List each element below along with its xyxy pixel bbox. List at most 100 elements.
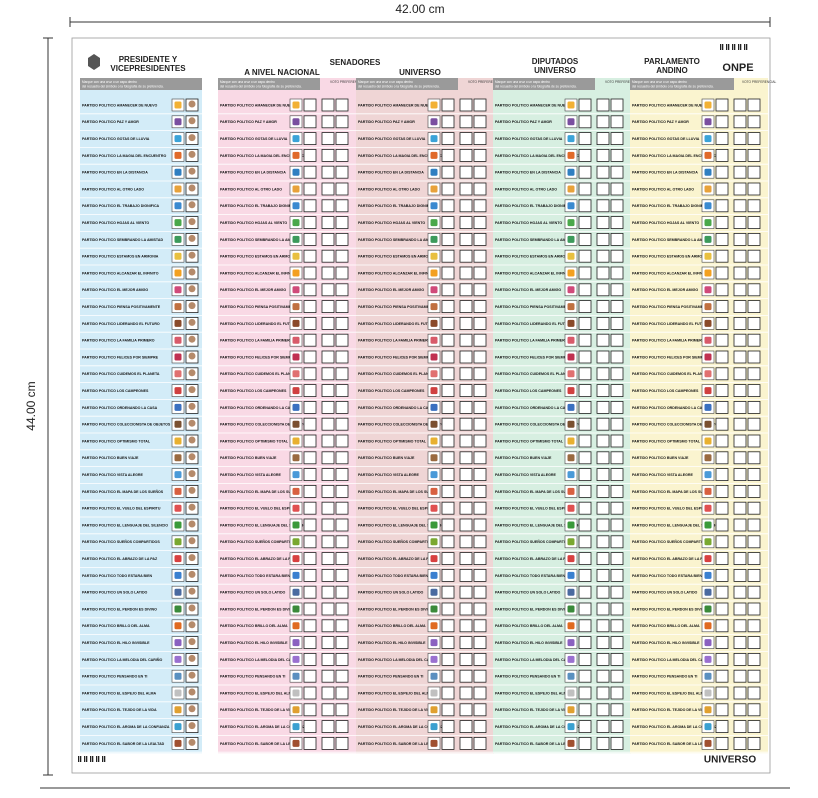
vote-box [578,653,592,666]
preferential-box [747,216,761,230]
party-symbol-art [567,689,575,697]
party-symbol-art [292,437,300,445]
preferential-box [459,316,473,330]
party-symbol-art [567,185,575,193]
vote-box [715,165,729,179]
preferential-box [610,249,624,263]
preferential-box [335,148,349,162]
preferential-box [596,669,610,683]
party-symbol-art [704,185,712,193]
preferential-box [610,518,624,532]
vote-box [303,636,317,649]
vote-box [303,266,317,280]
party-symbol-art [174,219,182,227]
party-name: PARTIDO POLITICO TODO ESTARA BIEN [82,574,153,578]
preferential-box [335,653,349,666]
vote-box [578,232,592,246]
party-name: PARTIDO POLITICO CUIDEMOS EL PLANETA [358,372,436,376]
vote-box [303,300,317,314]
instruction-text: Marque con una cruz o un aspa dentro [220,80,275,84]
party-name: PARTIDO POLITICO EL SABOR DE LA LEALTAD [82,742,165,746]
party-name: PARTIDO POLITICO EL AROMA DE LA CONFIANZ… [82,725,170,729]
party-name: PARTIDO POLITICO EL TEJIDO DE LA VIDA [632,708,707,712]
preferential-box [473,132,487,146]
party-name: PARTIDO POLITICO GOTAS DE LLUVIA [632,137,700,141]
vote-box [715,552,729,565]
preferential-box [596,552,610,565]
barcode-bar [92,756,94,762]
party-symbol-art [174,471,182,479]
preferential-box [459,585,473,599]
preferential-box [596,367,610,381]
header-andean: PARLAMENTO [644,57,700,66]
header-president: VICEPRESIDENTES [110,64,186,73]
vote-box [441,132,455,146]
vote-box [715,653,729,666]
preferential-box [733,367,747,381]
party-symbol-art [174,303,182,311]
vote-box [578,115,592,129]
party-name: PARTIDO POLITICO AL OTRO LADO [632,187,694,191]
preferential-box [747,148,761,162]
barcode-bar [734,44,736,50]
party-symbol-art [704,235,712,243]
party-name: PARTIDO POLITICO EL TRABAJO DIGNIFICA [82,204,160,208]
party-symbol-art [567,252,575,260]
preferential-box [596,737,610,750]
vote-box [715,333,729,347]
vote-box [441,484,455,498]
vote-box [441,400,455,414]
vote-box [578,165,592,179]
vote-box [715,703,729,717]
party-symbol-art [292,723,300,731]
preferential-box [733,468,747,482]
party-symbol-art [292,672,300,680]
vote-box [578,216,592,230]
preferential-box [610,300,624,314]
preferential-box [733,182,747,196]
party-name: PARTIDO POLITICO EL MEJOR AMIGO [220,288,286,292]
preferential-box [473,384,487,398]
preferential-box [610,367,624,381]
party-symbol-art [292,168,300,176]
party-name: PARTIDO POLITICO EL LENGUAJE DEL SILENCI… [358,523,444,527]
party-name: PARTIDO POLITICO EL HILO INVISIBLE [495,641,563,645]
vote-box [441,468,455,482]
party-symbol-art [292,387,300,395]
party-name: PARTIDO POLITICO EL TRABAJO DIGNIFICA [495,204,573,208]
party-symbol-art [292,605,300,613]
preferential-box [335,619,349,633]
vote-box [303,165,317,179]
vote-box [578,686,592,700]
party-symbol-art [292,101,300,109]
party-name: PARTIDO POLITICO SEMBRANDO LA AMISTAD [358,238,439,242]
party-symbol-art [430,420,438,428]
party-symbol-art [174,319,182,327]
preferential-box [321,232,335,246]
preferential-box [473,367,487,381]
preferential-box [321,283,335,297]
preferential-box [321,148,335,162]
party-symbol-art [174,420,182,428]
party-symbol-art [292,655,300,663]
party-name: PARTIDO POLITICO CUIDEMOS EL PLANETA [82,372,160,376]
party-symbol-art [704,269,712,277]
vote-box [578,569,592,582]
party-symbol-art [174,202,182,210]
vote-box [303,468,317,482]
barcode-bar [90,756,92,762]
preferential-box [473,552,487,565]
preferential-box [459,417,473,431]
vote-box [441,569,455,582]
party-name: PARTIDO POLITICO LA MELODIA DEL CARIÑO [632,657,712,662]
vote-box [578,468,592,482]
preferential-box [747,98,761,112]
coat-of-arms [88,54,100,70]
vote-box [715,484,729,498]
party-name: PARTIDO POLITICO SUEÑOS COMPARTIDOS [220,539,298,544]
vote-box [441,703,455,717]
vote-box [715,569,729,582]
vote-box [441,266,455,280]
party-symbol-art [430,135,438,143]
party-symbol-art [704,504,712,512]
